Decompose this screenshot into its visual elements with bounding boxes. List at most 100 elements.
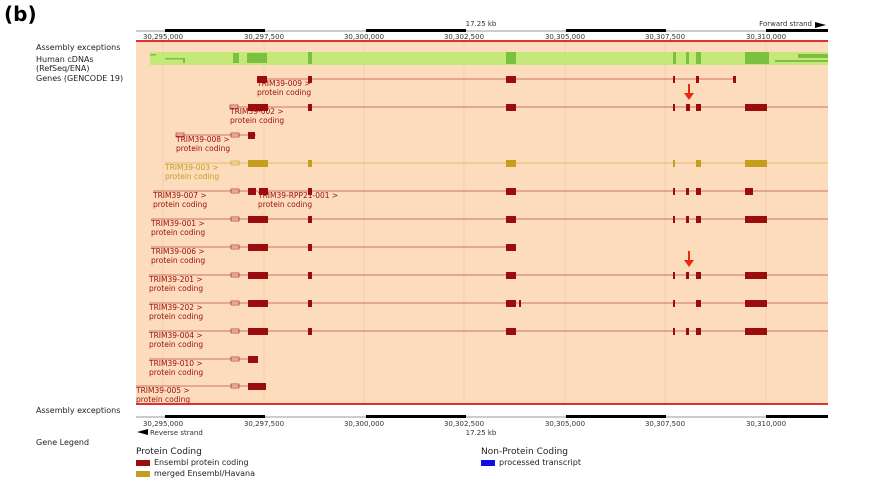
exon — [686, 328, 689, 335]
assembly-exceptions-label-top: Assembly exceptions — [36, 43, 121, 52]
gene-legend-label: Gene Legend — [36, 438, 90, 447]
exon — [248, 244, 268, 251]
ruler-scale-label: 17.25 kb — [466, 20, 497, 28]
exon — [686, 104, 690, 111]
highlight-arrow — [684, 251, 694, 267]
exon — [673, 272, 675, 279]
exon — [506, 244, 516, 251]
ruler-block — [566, 415, 666, 418]
transcript-name: TRIM39-009 > — [256, 79, 311, 88]
legend-swatch-ensembl — [136, 459, 150, 466]
transcript-name: TRIM39-202 > — [148, 303, 203, 312]
exon — [308, 328, 312, 335]
ruler-block — [366, 415, 466, 418]
ruler-tick-label: 30,300,000 — [344, 420, 384, 428]
exon — [519, 300, 521, 307]
exon — [308, 244, 312, 251]
exon — [506, 76, 516, 83]
transcript-biotype: protein coding — [149, 312, 203, 321]
transcript-name: TRIM39-006 > — [150, 247, 205, 256]
cdna-track-label: Human cDNAs — [36, 55, 94, 64]
exon — [745, 216, 767, 223]
transcript-row: TRIM39-009 >protein coding — [256, 76, 736, 97]
ruler-tick-label: 30,295,000 — [143, 33, 183, 41]
transcript-row: TRIM39-002 >protein coding — [229, 104, 828, 125]
ruler-block — [366, 29, 466, 32]
top-ruler: 17.25 kb Forward strand 30,295,000 30,297… — [136, 20, 828, 41]
transcript-name: TRIM39-004 > — [148, 331, 203, 340]
exon — [696, 104, 701, 111]
utr-box — [230, 216, 240, 222]
assembly-exception-line-top — [136, 40, 828, 42]
exon — [248, 104, 268, 111]
exon — [745, 104, 767, 111]
utr-box — [229, 104, 239, 110]
utr-box — [230, 272, 240, 278]
legend-merged-label: merged Ensembl/Havana — [154, 469, 256, 478]
cdna-track-sublabel: (RefSeq/ENA) — [36, 64, 90, 73]
ruler-block — [165, 415, 265, 418]
exon — [696, 272, 701, 279]
ruler-block — [165, 29, 265, 32]
exon — [248, 216, 268, 223]
legend-nonprotein-title: Non-Protein Coding — [481, 447, 569, 457]
utr-box — [175, 132, 185, 138]
transcript-name: TRIM39-001 > — [150, 219, 205, 228]
exon — [506, 104, 516, 111]
transcript-row: TRIM39-008 >protein coding — [175, 132, 256, 153]
exon — [248, 328, 268, 335]
exon — [308, 300, 312, 307]
ruler-block — [566, 29, 666, 32]
transcript-biotype: protein coding — [258, 200, 312, 209]
utr-box — [230, 188, 240, 194]
ruler-tick-label: 30,305,000 — [545, 33, 585, 41]
ruler-tick-label: 30,307,500 — [645, 33, 685, 41]
exon — [248, 356, 258, 363]
exon — [686, 216, 689, 223]
exon — [506, 188, 516, 195]
exon — [257, 76, 267, 83]
exon — [248, 160, 268, 167]
ruler-tick-label: 30,295,000 — [143, 420, 183, 428]
transcript-row: TRIM39-006 >protein coding — [150, 244, 516, 265]
assembly-exceptions-label-bottom: Assembly exceptions — [36, 406, 121, 415]
legend-protein-title: Protein Coding — [136, 447, 202, 457]
exon — [733, 76, 736, 83]
transcript-name: TRIM39-007 > — [152, 191, 207, 200]
ruler-tick-label: 30,302,500 — [444, 33, 484, 41]
ruler-tick-label: 30,310,000 — [746, 33, 786, 41]
ruler-block — [766, 29, 828, 32]
transcript-row: TRIM39-003 >protein coding — [164, 160, 828, 181]
exon — [745, 328, 767, 335]
utr-box — [230, 244, 240, 250]
exon — [506, 272, 516, 279]
exon — [745, 160, 767, 167]
cdna-track — [150, 52, 828, 65]
transcript-biotype: protein coding — [149, 284, 203, 293]
exon — [506, 216, 516, 223]
transcript-name: TRIM39-201 > — [148, 275, 203, 284]
transcript-biotype: protein coding — [230, 116, 284, 125]
exon — [308, 188, 312, 195]
track-background — [136, 41, 828, 405]
ruler-tick-label: 30,305,000 — [545, 420, 585, 428]
exon — [308, 216, 312, 223]
exon — [673, 104, 675, 111]
transcript-row: TRIM39-202 >protein coding — [148, 300, 828, 321]
exon — [248, 188, 256, 195]
transcript-biotype: protein coding — [151, 228, 205, 237]
transcript-row: TRIM39-001 >protein coding — [150, 216, 828, 237]
ruler-tick-label: 30,310,000 — [746, 420, 786, 428]
exon — [506, 300, 516, 307]
transcript-name: TRIM39-002 > — [229, 107, 284, 116]
exon — [673, 76, 675, 83]
ruler-block — [766, 415, 828, 418]
transcript-name: TRIM39-RPP21-001 > — [257, 191, 338, 200]
legend-merged: merged Ensembl/Havana — [136, 469, 255, 479]
exon — [673, 216, 675, 223]
transcript-biotype: protein coding — [165, 172, 219, 181]
transcript-row: TRIM39-010 >protein coding — [148, 356, 258, 377]
exon — [745, 272, 767, 279]
